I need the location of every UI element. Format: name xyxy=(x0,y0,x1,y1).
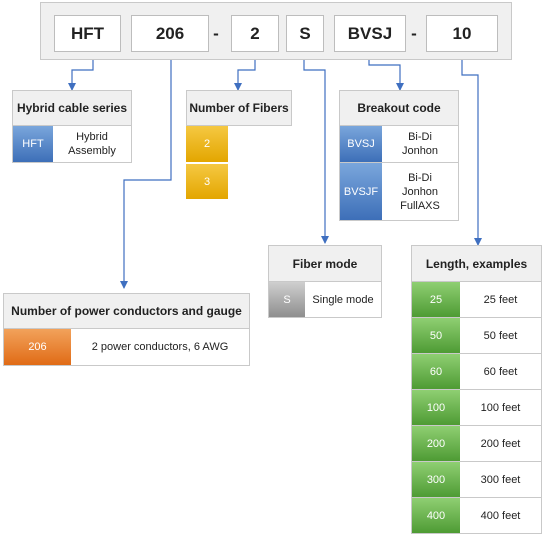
length-desc: 200 feet xyxy=(480,437,521,450)
breakout-desc-bvsjf-line-3: FullAXS xyxy=(400,199,440,212)
power-code: 206 xyxy=(4,329,71,365)
breakout-desc-bvsjf: Bi-Di Jonhon FullAXS xyxy=(382,163,458,220)
length-row: 100 100 feet xyxy=(411,390,542,426)
breakout-code-bvsjf: BVSJF xyxy=(340,163,382,220)
length-row: 200 200 feet xyxy=(411,426,542,462)
fiber-mode-code: S xyxy=(269,282,305,317)
breakout-row-bvsj: BVSJ Bi-Di Jonhon xyxy=(339,126,459,163)
hybrid-series-desc: Hybrid Assembly xyxy=(68,131,116,157)
length-row: 50 50 feet xyxy=(411,318,542,354)
fiber-mode-header: Fiber mode xyxy=(268,245,382,282)
length-row: 60 60 feet xyxy=(411,354,542,390)
length-desc: 25 feet xyxy=(483,293,518,306)
part-number-bar: HFT 206 - 2 S BVSJ - 10 xyxy=(40,2,512,60)
pn-segment-breakout: BVSJ xyxy=(334,15,406,52)
length-row: 400 400 feet xyxy=(411,498,542,534)
breakout-desc-bvsj: Bi-Di Jonhon xyxy=(382,126,458,162)
pn-segment-length: 10 xyxy=(426,15,498,52)
length-code: 400 xyxy=(412,498,460,533)
connector-s xyxy=(303,48,329,244)
breakout-desc-bvsjf-line-1: Bi-Di xyxy=(408,171,432,184)
pn-dash-2: - xyxy=(411,23,417,43)
connector-206 xyxy=(120,48,172,289)
hybrid-series-row: HFT Hybrid Assembly xyxy=(12,126,132,163)
power-desc: 2 power conductors, 6 AWG xyxy=(91,341,229,353)
fibers-header: Number of Fibers xyxy=(186,90,292,126)
pn-segment-series: HFT xyxy=(54,15,121,52)
pn-segment-mode: S xyxy=(286,15,324,52)
pn-dash-1: - xyxy=(213,23,219,43)
length-code: 60 xyxy=(412,354,460,389)
fiber-mode-row: S Single mode xyxy=(268,282,382,318)
breakout-header: Breakout code xyxy=(339,90,459,126)
length-code: 100 xyxy=(412,390,460,425)
fibers-code-3: 3 xyxy=(186,164,228,199)
power-row: 206 2 power conductors, 6 AWG xyxy=(3,329,250,366)
length-code: 300 xyxy=(412,462,460,497)
breakout-desc-bvsjf-line-2: Jonhon xyxy=(401,185,439,198)
length-code: 200 xyxy=(412,426,460,461)
pn-segment-power: 206 xyxy=(131,15,209,52)
fibers-code-2: 2 xyxy=(186,126,228,162)
length-desc: 50 feet xyxy=(483,329,518,342)
length-code: 25 xyxy=(412,282,460,317)
length-desc: 300 feet xyxy=(480,473,521,486)
breakout-code-bvsj: BVSJ xyxy=(340,126,382,162)
length-desc: 400 feet xyxy=(480,509,521,522)
length-header: Length, examples xyxy=(411,245,542,282)
breakout-desc-bvsj-line-1: Bi-Di xyxy=(408,131,432,143)
connector-10 xyxy=(461,48,482,246)
fiber-mode-desc: Single mode xyxy=(312,293,374,306)
breakout-row-bvsjf: BVSJF Bi-Di Jonhon FullAXS xyxy=(339,163,459,221)
length-code: 50 xyxy=(412,318,460,353)
breakout-desc-bvsj-line-2: Jonhon xyxy=(401,145,439,157)
length-row: 25 25 feet xyxy=(411,282,542,318)
length-row: 300 300 feet xyxy=(411,462,542,498)
length-desc: 100 feet xyxy=(480,401,521,414)
power-header: Number of power conductors and gauge xyxy=(3,293,250,329)
hybrid-series-header: Hybrid cable series xyxy=(12,90,132,126)
pn-segment-fibers: 2 xyxy=(231,15,279,52)
hybrid-series-code: HFT xyxy=(13,126,53,162)
length-desc: 60 feet xyxy=(483,365,518,378)
